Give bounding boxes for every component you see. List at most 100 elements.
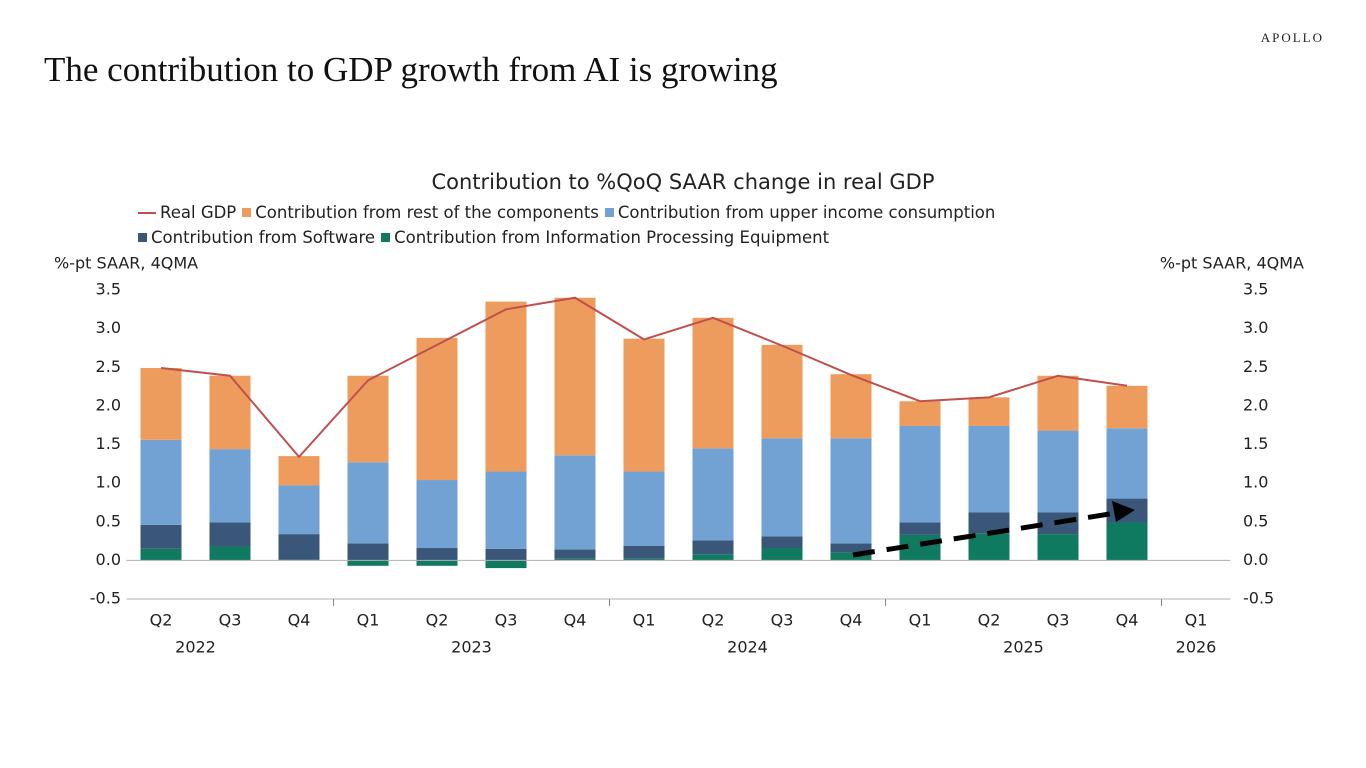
bar-segment xyxy=(692,448,734,541)
legend-label: Contribution from Software xyxy=(151,228,376,247)
x-tick-label: Q1 xyxy=(357,611,380,630)
bar-segment xyxy=(140,439,182,525)
bar-segment xyxy=(347,543,389,561)
x-group-label: 2022 xyxy=(175,638,216,657)
x-tick-label: Q4 xyxy=(840,611,863,630)
y2-tick-label: 0.0 xyxy=(1243,550,1268,569)
bar-segment xyxy=(347,375,389,463)
x-group-label: 2024 xyxy=(727,638,768,657)
bar-segment xyxy=(623,558,665,561)
bar-segment xyxy=(416,337,458,481)
x-tick-label: Q1 xyxy=(633,611,656,630)
bar-segment xyxy=(899,425,941,523)
y-tick-label: -0.5 xyxy=(90,589,121,608)
bar-segment xyxy=(830,543,872,553)
y2-tick-label: 2.5 xyxy=(1243,357,1268,376)
x-tick-label: Q2 xyxy=(426,611,449,630)
bar-segment xyxy=(140,524,182,549)
bar-segment xyxy=(968,512,1010,534)
legend-item: Real GDP xyxy=(138,203,236,222)
trend-arrow-head xyxy=(1112,501,1135,522)
x-tick-label: Q1 xyxy=(1185,611,1208,630)
heading: The contribution to GDP growth from AI i… xyxy=(44,50,778,89)
bar-segment xyxy=(140,548,182,561)
legend-swatch xyxy=(381,233,391,242)
legend-swatch xyxy=(604,208,614,217)
bar-segment xyxy=(416,480,458,549)
y2-tick-label: 1.5 xyxy=(1243,434,1268,453)
y2-tick-label: 2.0 xyxy=(1243,395,1268,414)
bar-segment xyxy=(692,540,734,555)
bar-segment xyxy=(692,317,734,449)
bar-segment xyxy=(968,397,1010,426)
legend-item: Contribution from rest of the components xyxy=(242,203,599,222)
y2-axis-label: %-pt SAAR, 4QMA xyxy=(1160,254,1304,273)
legend-label: Contribution from rest of the components xyxy=(255,203,599,222)
line-series xyxy=(160,296,1128,459)
y2-tick-label: 3.0 xyxy=(1243,318,1268,337)
bar-segment xyxy=(899,401,941,426)
bar-segment xyxy=(623,545,665,559)
x-tick-label: Q1 xyxy=(909,611,932,630)
bar-segment xyxy=(1106,428,1148,499)
y-tick-label: 0.0 xyxy=(96,550,121,569)
bar-segment xyxy=(761,438,803,537)
legend-label: Contribution from Information Processing… xyxy=(394,228,830,247)
x-tick-label: Q2 xyxy=(150,611,173,630)
bar-segment xyxy=(623,338,665,472)
bar-segment xyxy=(830,374,872,439)
bar-segment xyxy=(554,558,596,561)
legend-line xyxy=(138,211,156,214)
bar-segment xyxy=(761,536,803,549)
y-tick-label: 2.5 xyxy=(96,357,121,376)
bar-segment xyxy=(968,425,1010,513)
x-tick-label: Q4 xyxy=(288,611,311,630)
legend-swatch xyxy=(242,208,252,217)
bar-segment xyxy=(485,471,527,549)
y2-tick-label: 3.5 xyxy=(1243,280,1268,299)
x-tick-label: Q3 xyxy=(771,611,794,630)
bar-segment xyxy=(1037,430,1079,513)
y2-tick-label: 0.5 xyxy=(1243,511,1268,530)
y-axis-label: %-pt SAAR, 4QMA xyxy=(54,254,198,273)
bar-segment xyxy=(278,485,320,535)
bar-segment xyxy=(1037,375,1079,431)
y2-tick-label: 1.0 xyxy=(1243,473,1268,492)
x-tick-label: Q4 xyxy=(564,611,587,630)
brand: APOLLO xyxy=(1260,30,1324,45)
bar-segment xyxy=(278,534,320,560)
bar-segment xyxy=(761,344,803,439)
bar-segment xyxy=(278,456,320,486)
x-tick-label: Q3 xyxy=(495,611,518,630)
bar-segment xyxy=(1106,522,1148,561)
bar-segment xyxy=(485,548,527,561)
legend-label: Real GDP xyxy=(160,203,237,222)
bar-segment xyxy=(830,552,872,561)
y-tick-label: 0.5 xyxy=(96,511,121,530)
bar-segment xyxy=(554,297,596,456)
y-tick-label: 1.0 xyxy=(96,473,121,492)
bar-segment xyxy=(140,368,182,440)
x-tick-label: Q4 xyxy=(1116,611,1139,630)
x-group-label: 2026 xyxy=(1176,638,1217,657)
x-tick-label: Q3 xyxy=(219,611,242,630)
bar-segment xyxy=(416,560,458,566)
bar-segment xyxy=(209,375,251,450)
y-tick-label: 1.5 xyxy=(96,434,121,453)
x-tick-label: Q2 xyxy=(702,611,725,630)
x-group-label: 2023 xyxy=(451,638,492,657)
legend-swatch xyxy=(138,233,147,242)
y-tick-label: 2.0 xyxy=(96,395,121,414)
bar-segment xyxy=(1037,534,1079,561)
bar-segment xyxy=(1106,385,1148,429)
x-group-label: 2025 xyxy=(1003,638,1044,657)
bar-segment xyxy=(899,522,941,535)
legend-item: Contribution from upper income consumpti… xyxy=(604,203,995,222)
trend-arrow xyxy=(852,509,1123,558)
bar-segment xyxy=(209,546,251,561)
bar-segment xyxy=(623,471,665,546)
bar-segment xyxy=(830,438,872,544)
x-tick-label: Q2 xyxy=(978,611,1001,630)
